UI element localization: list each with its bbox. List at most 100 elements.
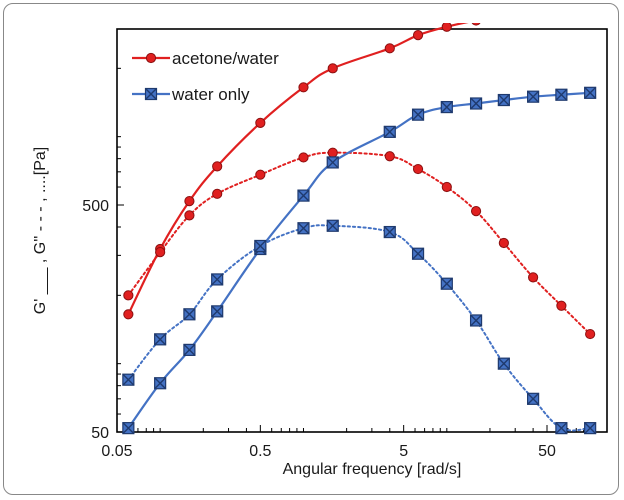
x-tick-label: 0.05 xyxy=(101,443,132,460)
data-point xyxy=(497,93,510,107)
data-point xyxy=(469,314,483,327)
marker-cross xyxy=(412,108,425,121)
legend-label: acetone/water xyxy=(172,49,279,68)
x-tick-label: 50 xyxy=(538,443,556,460)
marker-cross xyxy=(122,373,135,386)
data-point xyxy=(411,247,425,260)
data-point xyxy=(183,343,196,356)
data-point xyxy=(255,117,266,128)
legend-item: water only xyxy=(132,85,250,104)
data-point xyxy=(470,205,482,217)
series-line xyxy=(127,224,592,432)
data-point xyxy=(411,108,425,121)
marker-cross xyxy=(412,247,425,260)
marker-cross xyxy=(497,94,510,107)
data-point xyxy=(585,328,596,340)
data-point xyxy=(384,43,395,54)
data-point xyxy=(255,169,266,180)
data-point xyxy=(122,373,135,386)
marker-cross xyxy=(555,88,568,101)
data-point xyxy=(123,290,134,301)
data-point xyxy=(497,357,510,370)
data-point xyxy=(383,225,396,239)
data-point xyxy=(440,277,453,290)
data-point xyxy=(557,7,566,16)
legend-marker xyxy=(144,87,158,101)
x-tick-label: 5 xyxy=(399,443,408,460)
data-point xyxy=(211,305,224,318)
data-point xyxy=(298,152,309,163)
data-point xyxy=(412,30,424,41)
marker-cross xyxy=(154,333,167,346)
marker-cross xyxy=(527,392,540,405)
data-point xyxy=(528,272,539,283)
data-point xyxy=(326,156,339,169)
y-tick-label: 50 xyxy=(91,425,109,442)
x-tick-label: 0.5 xyxy=(249,443,271,460)
data-point xyxy=(212,188,223,199)
marker-cross xyxy=(383,226,396,239)
data-point xyxy=(440,100,453,114)
data-point xyxy=(498,237,509,249)
marker-cross xyxy=(122,422,135,435)
x-axis-title: Angular frequency [rad/s] xyxy=(283,461,462,478)
data-point xyxy=(327,63,338,74)
data-point xyxy=(298,82,309,93)
data-point xyxy=(297,222,310,235)
marker-cross xyxy=(555,422,568,435)
data-point xyxy=(412,163,424,175)
data-point xyxy=(211,273,224,286)
marker-cross xyxy=(326,156,339,169)
legend-label: water only xyxy=(171,85,250,104)
series-water-only-g-prime xyxy=(122,86,597,435)
data-point xyxy=(327,147,338,158)
marker-cross xyxy=(145,88,157,100)
marker-cross xyxy=(183,308,196,321)
marker-cross xyxy=(254,239,267,252)
y-axis-title: G' ___ , G'' - - - , ....[Pa] xyxy=(32,147,49,314)
marker-cross xyxy=(297,189,310,202)
marker-cross xyxy=(440,277,453,290)
marker-cross xyxy=(497,357,510,370)
data-point xyxy=(155,247,166,258)
series-layer xyxy=(122,5,597,435)
data-point xyxy=(555,422,568,435)
data-point xyxy=(326,219,339,232)
data-point xyxy=(556,300,567,311)
data-point xyxy=(154,333,167,346)
marker-cross xyxy=(326,219,339,232)
plot-border xyxy=(116,28,608,433)
data-point xyxy=(586,5,595,14)
marker-cross xyxy=(211,305,224,318)
data-point xyxy=(527,392,540,405)
data-point xyxy=(212,161,223,172)
data-point xyxy=(529,9,538,18)
series-acetone-water-g-prime xyxy=(123,5,595,320)
data-point xyxy=(254,239,267,253)
series-acetone-water-g-double-prime xyxy=(123,147,596,340)
marker-cross xyxy=(383,125,396,138)
data-point xyxy=(123,309,134,320)
data-point xyxy=(527,90,540,103)
data-point xyxy=(555,88,568,101)
marker-cross xyxy=(183,343,196,356)
legend-item: acetone/water xyxy=(132,49,279,68)
marker-cross xyxy=(470,97,483,110)
marker-cross xyxy=(440,101,453,114)
marker-cross xyxy=(584,422,597,435)
series-line xyxy=(127,151,592,336)
marker-cross xyxy=(154,377,167,390)
legend-marker xyxy=(145,52,157,64)
data-point xyxy=(584,422,597,435)
y-tick-label: 500 xyxy=(82,198,109,215)
marker-cross xyxy=(470,314,483,327)
data-point xyxy=(383,125,396,138)
data-point xyxy=(469,97,483,110)
data-point xyxy=(384,151,395,162)
marker-cross xyxy=(297,222,310,235)
data-point xyxy=(154,377,167,390)
data-point xyxy=(122,422,135,435)
data-point xyxy=(184,210,195,221)
series-line xyxy=(127,91,591,429)
